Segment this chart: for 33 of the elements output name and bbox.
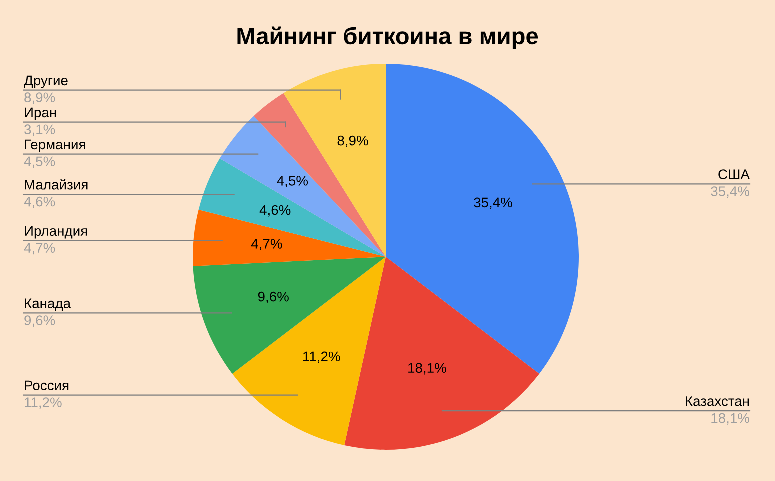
slice-label: Иран: [25, 108, 56, 120]
text: 35,4%: [711, 186, 750, 198]
text: 11,2%: [25, 398, 62, 410]
slice-label: Ирландия: [25, 226, 88, 239]
slice-label: Малайзия: [25, 179, 88, 190]
slice-label: Казахстан: [686, 396, 750, 406]
data-label: 3,1%: [24, 124, 56, 136]
text: 18,1%: [712, 413, 750, 425]
slice-label: Германия: [25, 140, 86, 152]
data-label: 9,6%: [258, 292, 289, 304]
data-label: 11,2%: [304, 352, 340, 364]
pie-slice: [344, 257, 540, 450]
pie-slice: [386, 64, 579, 374]
data-label: 4,6%: [260, 205, 291, 217]
data-label: 8,9%: [338, 136, 368, 148]
slice-label: США: [718, 170, 750, 180]
pie-slice: [220, 116, 386, 257]
text: 4,6%: [24, 196, 56, 208]
data-label: 35,4%: [474, 198, 512, 210]
data-label: 4,5%: [277, 176, 308, 188]
slice-label: Канада: [25, 298, 72, 312]
slice-label: Другие: [24, 76, 68, 88]
pie-slice: [198, 158, 386, 257]
pie-slice: [193, 257, 386, 374]
chart-title: Майнинг биткоина в мире: [238, 26, 538, 50]
pie-slice: [232, 257, 386, 446]
text: 4,7%: [24, 243, 56, 255]
text: 8,9%: [24, 92, 56, 104]
slice-label: Россия: [25, 380, 69, 391]
data-label: 18,1%: [408, 363, 446, 375]
data-label: 4,7%: [251, 239, 282, 251]
text: 9,6%: [24, 316, 56, 328]
text: 4,5%: [24, 156, 56, 168]
